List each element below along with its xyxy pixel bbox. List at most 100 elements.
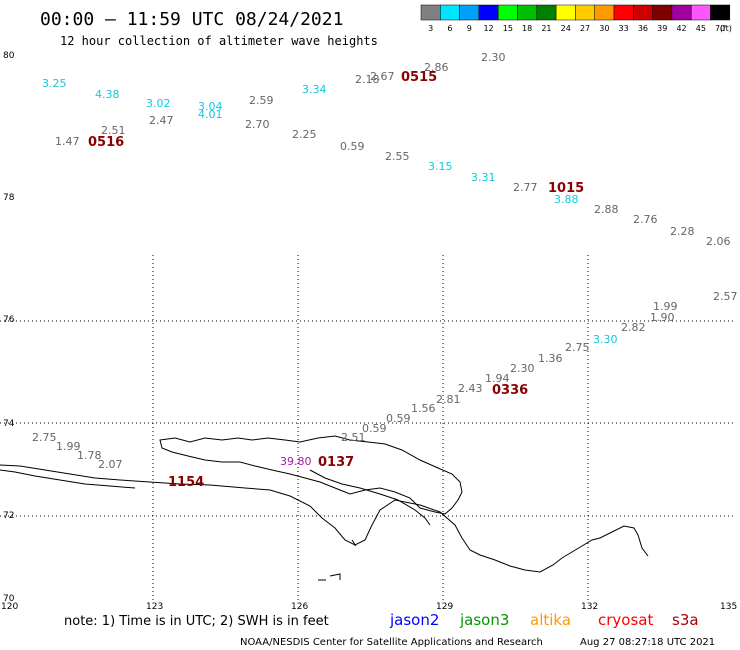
lat-label-70: 70 [3,594,15,604]
swh-value: 3.25 [42,77,67,90]
lon-axis-labels: 120 123 126 129 132 135 [1,602,737,612]
lon-label-120: 120 [1,602,18,612]
swh-value: 2.67 [370,70,395,83]
generated-timestamp: Aug 27 08:27:18 UTC 2021 [580,637,715,648]
lat-label-72: 72 [3,511,14,521]
sat-s3a: s3a [672,611,699,629]
lat-label-74: 74 [3,419,15,429]
legend-label: 42 [676,24,686,33]
lat-label-80: 80 [3,51,15,61]
legend-label: 6 [447,24,452,33]
lat-label-76: 76 [3,315,15,325]
coastline-west-shore [0,469,136,489]
swh-value: 1.47 [55,135,80,148]
legend-label: 3 [428,24,433,33]
swh-value: 4.01 [198,108,223,121]
swh-value: 1.94 [485,372,510,385]
pass-time-label: 1154 [168,475,204,490]
legend-swatch [633,4,653,21]
legend-label: 9 [467,24,472,33]
legend-label: 12 [483,24,493,33]
legend-swatch [575,4,595,21]
legend-label: 21 [541,24,551,33]
swh-value: 0.59 [362,422,387,435]
sat-jason2: jason2 [389,611,439,629]
swh-value: 2.75 [565,341,590,354]
swh-value: 3.15 [428,160,453,173]
lon-label-123: 123 [146,602,163,612]
swh-value: 2.70 [245,118,270,131]
swh-value: 2.07 [98,458,123,471]
coastline [0,435,649,581]
legend-swatch [536,4,557,21]
swh-value: 2.88 [594,203,619,216]
swh-value: 2.76 [633,213,658,226]
legend-label: 15 [503,24,513,33]
swh-value: 2.55 [385,150,410,163]
legend-swatch [710,4,731,21]
legend-swatch [652,4,673,21]
swh-observations: 3.25 4.38 3.02 3.044.01 3.34 3.15 3.31 3.88 3.30… [32,51,738,471]
swh-value: 3.02 [146,97,171,110]
pass-time-label: 1015 [548,181,584,196]
legend-label: 45 [696,24,706,33]
legend-label: 27 [580,24,590,33]
swh-value: 4.38 [95,88,120,101]
swh-value: 2.59 [249,94,274,107]
sat-cryosat: cryosat [598,611,653,629]
legend-label: 36 [638,24,648,33]
swh-value: 2.06 [706,235,731,248]
swh-value: 2.81 [436,393,461,406]
legend-unit: (ft) [720,24,732,33]
swh-value: 1.36 [538,352,563,365]
map-subtitle: 12 hour collection of altimeter wave hei… [60,34,378,48]
swh-value: 2.30 [510,362,535,375]
legend-swatch [497,4,518,21]
legend-swatch [555,4,576,21]
legend-swatch [613,4,634,21]
swh-value: 2.57 [713,290,738,303]
swh-value: 1.56 [411,402,436,415]
pass-times: 0515 0516 1015 0336 0137 1154 [88,70,584,490]
lon-label-135: 135 [720,602,737,612]
legend-swatch [459,4,480,21]
swh-value: 2.82 [621,321,646,334]
legend-label: 24 [561,24,571,33]
pass-time-label: 0336 [492,383,528,398]
legend-swatch [440,4,460,21]
swh-value: 1.78 [77,449,102,462]
legend-swatch [517,4,538,21]
swh-value: 3.30 [593,333,618,346]
coastline-islet-1 [329,573,341,580]
coastline-mainland [0,464,649,573]
legend-swatch [478,4,499,21]
swh-value: 2.86 [424,61,449,74]
lon-label-129: 129 [436,602,453,612]
color-legend: 3 6 9 12 15 18 21 24 27 30 33 36 39 42 45 70(ft) [420,4,732,33]
legend-label: 70 [715,24,725,33]
coastline-delta [159,435,463,515]
legend-label: 39 [657,24,667,33]
swh-value: 39.80 [280,455,312,468]
swh-value: 0.59 [386,412,411,425]
swh-value: 2.18 [355,73,380,86]
swh-value: 2.51 [101,124,126,137]
swh-value: 3.88 [554,193,579,206]
swh-value: 2.75 [32,431,57,444]
swh-value: 0.59 [340,140,365,153]
legend-swatch [690,4,711,21]
sat-jason3: jason3 [459,611,509,629]
coastline-inlet [309,469,431,526]
credit-line: NOAA/NESDIS Center for Satellite Applica… [240,637,543,648]
swh-value: 3.31 [471,171,496,184]
legend-label: 33 [619,24,629,33]
swh-value: 2.25 [292,128,317,141]
pass-time-label: 0516 [88,135,124,150]
map-title: 00:00 – 11:59 UTC 08/24/2021 [40,9,343,30]
coastline-islet-3 [351,539,357,547]
footer-note: note: 1) Time is in UTC; 2) SWH is in fe… [64,614,329,629]
lat-axis-labels: 80 78 76 74 72 70 [3,51,15,604]
swh-value: 3.34 [302,83,327,96]
swh-value: 2.51 [341,431,366,444]
swh-value: 2.77 [513,181,538,194]
